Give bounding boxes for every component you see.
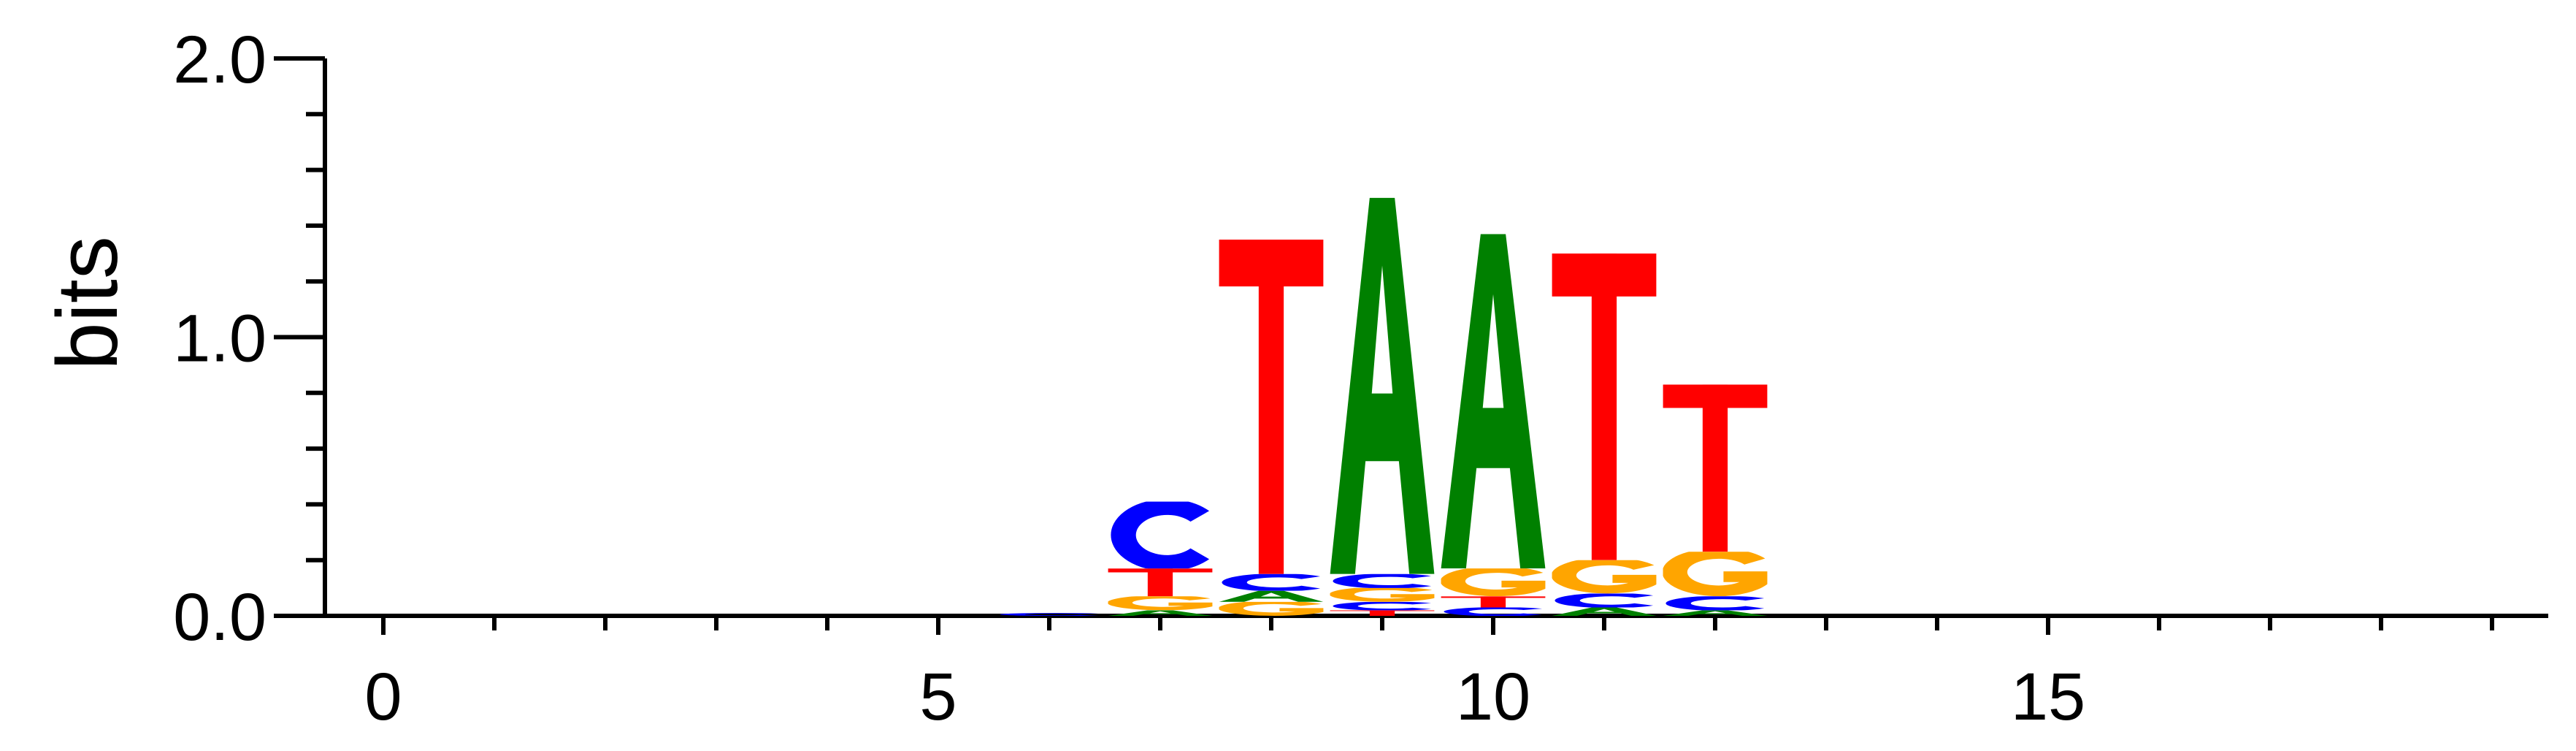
letter-C-pos-9 [1333,573,1432,588]
x-tick-label: 10 [1456,660,1530,734]
letter-T-pos-10 [1441,596,1546,608]
letter-A-pos-10 [1441,234,1546,569]
letter-C-pos-12 [1665,596,1765,611]
letter-stacks [1000,197,1768,616]
letter-C-pos-11 [1555,593,1654,608]
letter-A-pos-12 [1663,610,1768,616]
letter-A-pos-11 [1552,607,1657,616]
letter-T-pos-8 [1219,239,1324,574]
letter-C-pos-10 [1444,607,1543,616]
letter-A-pos-9 [1330,197,1435,574]
letter-A-pos-8 [1219,590,1324,602]
letter-G-pos-9 [1330,587,1435,602]
letter-G-pos-8 [1219,601,1324,616]
y-tick-label: 1.0 [173,302,267,376]
letter-C-pos-7 [1111,501,1210,569]
letter-C-pos-8 [1222,573,1321,591]
x-tick-label: 5 [919,660,957,734]
letter-G-pos-11 [1552,560,1657,594]
letter-G-pos-7 [1108,596,1213,611]
letter-C-pos-6 [1000,613,1099,616]
letter-T-pos-7 [1108,568,1213,597]
y-tick-label: 0.0 [173,580,267,655]
letter-T-pos-9 [1330,610,1435,616]
letter-G-pos-10 [1441,568,1546,597]
letter-G-pos-12 [1663,552,1768,597]
y-axis-title: bits [39,236,136,370]
letter-A-pos-7 [1108,610,1213,616]
x-tick-label: 0 [364,660,402,734]
letter-T-pos-11 [1552,253,1657,560]
letter-C-pos-9 [1333,601,1432,611]
x-tick-label: 15 [2011,660,2085,734]
y-tick-label: 2.0 [173,23,267,97]
letter-T-pos-12 [1663,384,1768,552]
axes: 0.0 1.0 2.0 0 5 10 15 [173,23,2548,734]
